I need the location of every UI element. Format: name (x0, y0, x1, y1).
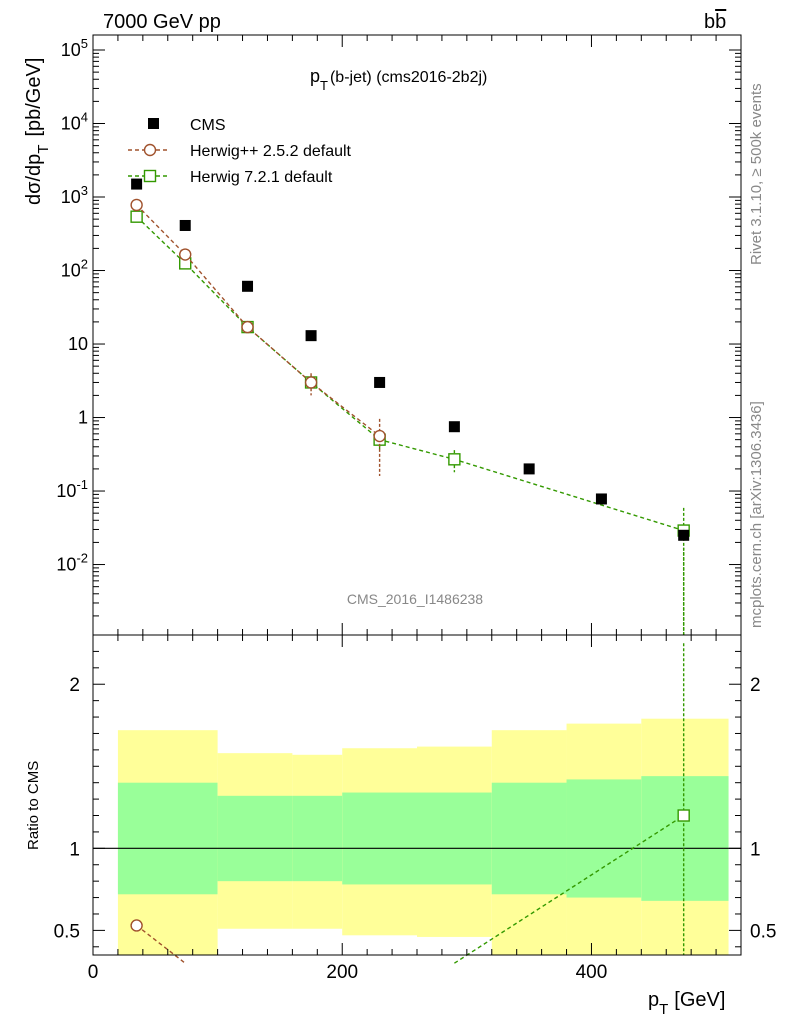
main-title: pT (b-jet) (cms2016-2b2j) (310, 66, 487, 93)
ratio-herwig7-line (454, 814, 685, 964)
main-axis-ticks (92, 35, 742, 635)
ratio-uncertainty-bands (93, 718, 741, 955)
ratio-herwigpp-point (130, 919, 143, 932)
cms-data-point (595, 493, 607, 505)
header-collision-label: 7000 GeV pp (103, 11, 221, 33)
header-process-label: bb (704, 11, 726, 33)
cms-data-point (523, 463, 535, 475)
herwigpp-line (136, 204, 381, 437)
cms-data-point (242, 280, 254, 292)
x-axis-label: pT [GeV] (648, 989, 725, 1018)
legend-herwigpp-marker (143, 143, 157, 157)
inner-band-bin (292, 795, 343, 882)
legend-herwigpp-label: Herwig++ 2.5.2 default (190, 143, 352, 160)
ratio-y-tick-label-right: 0.5 (750, 921, 776, 942)
inner-band-bin (217, 795, 293, 882)
ratio-herwig7-point (677, 809, 690, 822)
herwig7-line (136, 216, 684, 532)
herwigpp-point (373, 429, 386, 443)
x-tick-label: 0 (88, 962, 99, 983)
legend-cms-label: CMS (190, 117, 226, 134)
y-tick-label: 10-1 (56, 477, 88, 501)
cms-data-point (678, 529, 690, 541)
x-tick-label: 200 (326, 962, 358, 983)
inner-band-bin (566, 779, 642, 898)
inner-band-bin (491, 782, 567, 895)
legend-herwig7-label: Herwig 7.2.1 default (190, 169, 333, 186)
y-tick-label: 102 (61, 257, 88, 281)
cms-data-point (131, 178, 143, 190)
y-tick-label: 105 (61, 36, 88, 60)
ratio-y-tick-label: 2 (69, 675, 80, 696)
inner-band-bin (417, 792, 492, 885)
x-tick-label: 400 (576, 962, 608, 983)
ratio-y-axis-label: Ratio to CMS (25, 761, 42, 850)
ratio-herwigpp-line (136, 924, 186, 964)
main-series-layer (130, 178, 690, 635)
herwigpp-point (130, 198, 143, 212)
herwigpp-point (241, 320, 254, 334)
herwig7-point (448, 453, 461, 466)
inner-band-bin (117, 782, 218, 895)
analysis-watermark: CMS_2016_I1486238 (347, 591, 483, 607)
y-tick-label: 103 (61, 183, 88, 207)
mcplots-reference-label: mcplots.cern.ch [arXiv:1306.3436] (748, 401, 765, 628)
herwigpp-point (304, 376, 318, 389)
y-tick-label: 1 (78, 408, 88, 428)
legend-cms-marker (148, 118, 159, 129)
herwig7-point (130, 210, 143, 223)
inner-band-bin (342, 792, 417, 885)
cms-data-point (448, 421, 460, 433)
y-tick-label: 10 (68, 334, 88, 354)
legend: CMS Herwig++ 2.5.2 default Herwig 7.2.1 … (128, 117, 352, 186)
ratio-series-layer (130, 547, 690, 964)
cms-data-point (179, 219, 191, 231)
ratio-tick-labels: 2 2 1 1 0.5 0.5 0 200 400 (54, 675, 777, 983)
ratio-y-tick-label-right: 1 (750, 839, 761, 860)
ratio-axis-ticks (92, 635, 742, 955)
cms-data-point (305, 330, 317, 342)
inner-band-bin (641, 776, 729, 901)
rivet-version-label: Rivet 3.1.10, ≥ 500k events (748, 83, 765, 265)
y-tick-label: 104 (61, 110, 88, 134)
legend-herwig7-marker (143, 169, 157, 183)
y-tick-label: 10-2 (56, 551, 88, 575)
ratio-y-tick-label-right: 2 (750, 675, 761, 696)
herwigpp-point (179, 248, 192, 261)
ratio-y-tick-label: 0.5 (54, 921, 80, 942)
main-y-axis-label: dσ/dpT[pb/GeV] (23, 58, 52, 205)
cms-data-point (374, 376, 386, 388)
ratio-y-tick-label: 1 (69, 839, 80, 860)
